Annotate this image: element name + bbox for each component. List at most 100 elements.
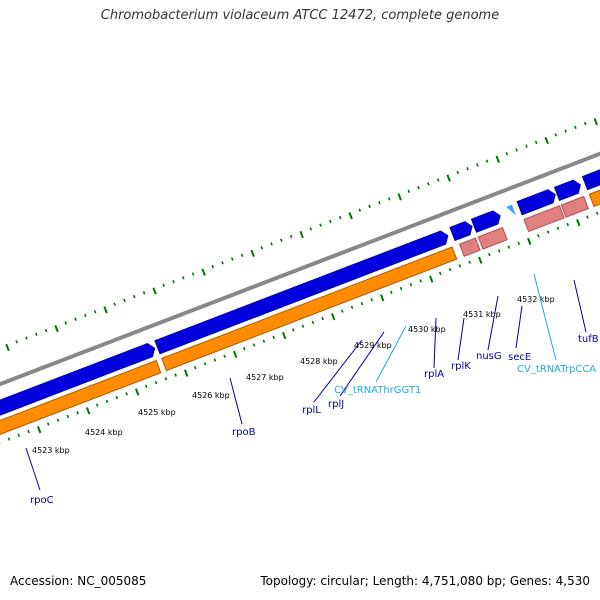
inner-tick <box>409 283 413 287</box>
inner-tick <box>56 418 60 422</box>
gene-label-rpoC: rpoC <box>30 495 54 506</box>
inner-tick <box>66 414 70 419</box>
inner-tick <box>331 313 336 321</box>
inner-tick <box>497 249 501 253</box>
inner-tick <box>488 252 491 257</box>
inner-tick <box>36 425 42 434</box>
outer-tick <box>495 155 500 163</box>
inner-tick <box>527 237 532 246</box>
outer-tick <box>515 148 518 152</box>
outer-tick <box>427 182 430 186</box>
topology-text: Topology: circular; Length: 4,751,080 bp… <box>260 574 590 588</box>
callout-line-rplA <box>433 317 437 369</box>
pink-block-rplJ <box>477 226 508 250</box>
accession-text: Accession: NC_005085 <box>10 574 147 588</box>
inner-tick <box>311 320 315 325</box>
inner-tick <box>546 230 550 234</box>
kbp-label-4530: 4530 kbp <box>408 325 446 334</box>
callout-line-rplL <box>313 339 363 403</box>
trna-arrow-thr <box>506 204 517 216</box>
inner-tick <box>242 347 246 351</box>
outer-tick <box>525 144 528 148</box>
outer-tick <box>84 313 87 318</box>
outer-tick <box>142 291 146 295</box>
inner-tick <box>478 256 483 264</box>
kbp-label-4524: 4524 kbp <box>85 428 123 437</box>
inner-tick-ring <box>0 211 599 445</box>
outer-tick <box>358 208 362 212</box>
inner-tick <box>537 234 540 238</box>
inner-tick <box>46 422 50 426</box>
inner-tick <box>576 219 581 227</box>
gene-label-nusG: nusG <box>476 351 502 362</box>
outer-tick <box>162 283 165 288</box>
inner-tick <box>595 211 599 215</box>
kbp-label-4529: 4529 kbp <box>354 341 392 350</box>
cds-arrow-rpoB <box>154 230 449 355</box>
outer-tick <box>103 306 108 314</box>
outer-tick <box>15 340 18 344</box>
inner-tick <box>164 377 168 381</box>
inner-tick <box>507 245 511 249</box>
outer-tick <box>25 336 28 340</box>
outer-tick <box>64 321 67 325</box>
kbp-label-group: 4523 kbp 4524 kbp 4525 kbp 4526 kbp 4527… <box>32 295 555 455</box>
outer-tick <box>250 249 255 257</box>
outer-tick <box>368 204 371 209</box>
inner-tick <box>429 275 434 283</box>
inner-tick <box>272 335 275 340</box>
inner-tick <box>439 271 442 276</box>
callout-line-tufB <box>573 279 587 333</box>
inner-tick <box>262 339 266 343</box>
outer-tick <box>221 261 224 265</box>
kbp-label-4526: 4526 kbp <box>192 391 230 400</box>
inner-tick <box>17 433 21 437</box>
outer-tick <box>554 133 558 137</box>
inner-tick <box>232 350 238 358</box>
gene-label-group: rpoC rpoB rplL rplJ CV_tRNAThrGGT1 rplA … <box>30 334 599 506</box>
callout-line-trna-trp <box>533 273 557 361</box>
inner-tick <box>85 407 91 415</box>
inner-tick <box>134 388 140 396</box>
outer-tick <box>211 264 215 269</box>
orange-block-rpoB <box>161 246 458 372</box>
inner-tick <box>193 365 197 370</box>
inner-tick <box>399 286 403 291</box>
inner-tick <box>281 331 287 340</box>
outer-tick <box>505 151 509 156</box>
outer-tick <box>280 238 283 242</box>
inner-tick <box>27 429 30 434</box>
cds-arrow-rplL <box>449 221 473 242</box>
cds-arrow-nusG <box>581 165 600 191</box>
outer-tick <box>456 170 460 175</box>
inner-tick <box>203 362 207 366</box>
gene-label-trna-thr: CV_tRNAThrGGT1 <box>334 385 421 396</box>
callout-line-trna-thr <box>375 325 407 383</box>
inner-tick <box>380 294 385 302</box>
pink-block-rplL <box>458 237 481 257</box>
callout-line-rpoC <box>25 447 41 491</box>
outer-tick <box>329 219 332 224</box>
cds-arrow-rplA <box>516 189 556 216</box>
outer-tick <box>152 287 157 295</box>
cds-arrow-rplK <box>553 179 581 202</box>
gene-label-rplA: rplA <box>424 369 444 380</box>
pink-block-rplA <box>523 205 565 233</box>
callout-line-secE <box>515 305 523 349</box>
kbp-label-4532: 4532 kbp <box>517 295 555 304</box>
outer-tick <box>387 197 391 201</box>
inner-tick <box>360 301 364 306</box>
inner-tick <box>350 305 354 310</box>
inner-tick <box>419 279 422 283</box>
outer-tick <box>446 174 451 182</box>
kbp-label-4525: 4525 kbp <box>138 408 176 417</box>
page-title: Chromobacterium violaceum ATCC 12472, co… <box>100 8 500 23</box>
callout-line-nusG <box>487 295 499 351</box>
outer-tick <box>182 276 185 280</box>
outer-tick <box>319 223 322 227</box>
cds-arrow-rplJ <box>470 210 501 233</box>
inner-tick <box>556 226 560 230</box>
outer-tick <box>378 200 381 205</box>
inner-tick <box>174 373 177 377</box>
